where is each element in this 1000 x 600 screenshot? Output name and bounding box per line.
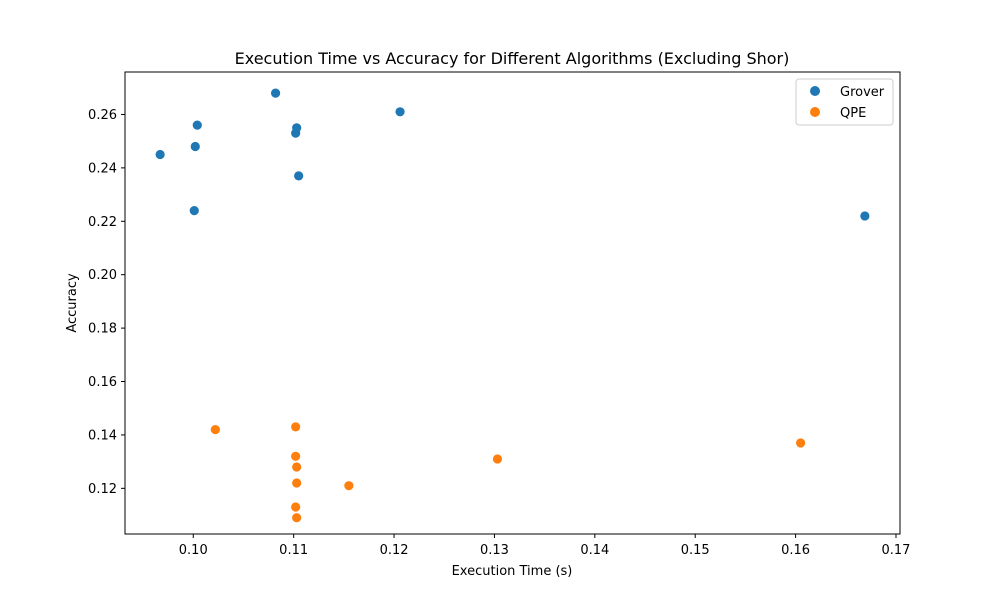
legend-label-qpe: QPE [840, 106, 866, 121]
y-tick-label: 0.26 [88, 108, 117, 123]
x-tick-label: 0.17 [882, 543, 911, 558]
y-tick-label: 0.22 [88, 215, 117, 230]
y-tick-label: 0.18 [88, 322, 117, 337]
chart-title: Execution Time vs Accuracy for Different… [235, 49, 790, 68]
x-tick-label: 0.14 [580, 543, 609, 558]
x-tick-label: 0.11 [279, 543, 308, 558]
data-point-grover [395, 107, 405, 117]
y-tick-label: 0.20 [88, 268, 117, 283]
x-axis-label: Execution Time (s) [452, 564, 573, 579]
data-point-grover [189, 206, 199, 216]
data-point-grover [155, 149, 165, 160]
y-axis: 0.12 0.14 0.16 0.18 0.20 0.22 0.24 0.26 [88, 108, 125, 497]
data-point-qpe [492, 454, 503, 464]
y-axis-label: Accuracy [65, 273, 80, 333]
legend-box [795, 78, 894, 126]
data-point-qpe [344, 481, 354, 491]
data-point-qpe [292, 462, 302, 472]
data-point-grover [192, 120, 202, 130]
data-point-qpe [210, 424, 220, 435]
data-point-qpe [291, 451, 301, 461]
data-point-qpe [292, 513, 302, 523]
x-tick-label: 0.13 [480, 543, 509, 558]
data-point-qpe [291, 502, 301, 512]
x-tick-label: 0.10 [179, 543, 208, 558]
data-point-grover [294, 171, 304, 181]
x-tick-label: 0.15 [681, 543, 710, 558]
data-point-grover [292, 123, 302, 133]
y-tick-label: 0.16 [88, 375, 117, 390]
legend-marker-qpe [810, 107, 820, 117]
legend-label-grover: Grover [840, 85, 885, 100]
y-tick-label: 0.24 [88, 161, 117, 176]
x-tick-label: 0.16 [781, 543, 810, 558]
data-point-grover [860, 211, 870, 221]
data-point-qpe [796, 438, 806, 448]
x-axis: 0.10 0.11 0.12 0.13 0.14 0.15 0.16 0.17 [179, 534, 911, 558]
legend: Grover QPE [795, 78, 894, 126]
data-point-grover [270, 88, 281, 98]
plot-area [124, 71, 901, 535]
legend-marker-grover [810, 86, 820, 96]
data-point-grover [190, 141, 200, 152]
scatter-points [155, 88, 870, 523]
data-point-qpe [291, 422, 301, 432]
y-tick-label: 0.12 [88, 482, 117, 497]
data-point-qpe [292, 478, 302, 488]
x-tick-label: 0.12 [380, 543, 409, 558]
y-tick-label: 0.14 [88, 428, 117, 443]
